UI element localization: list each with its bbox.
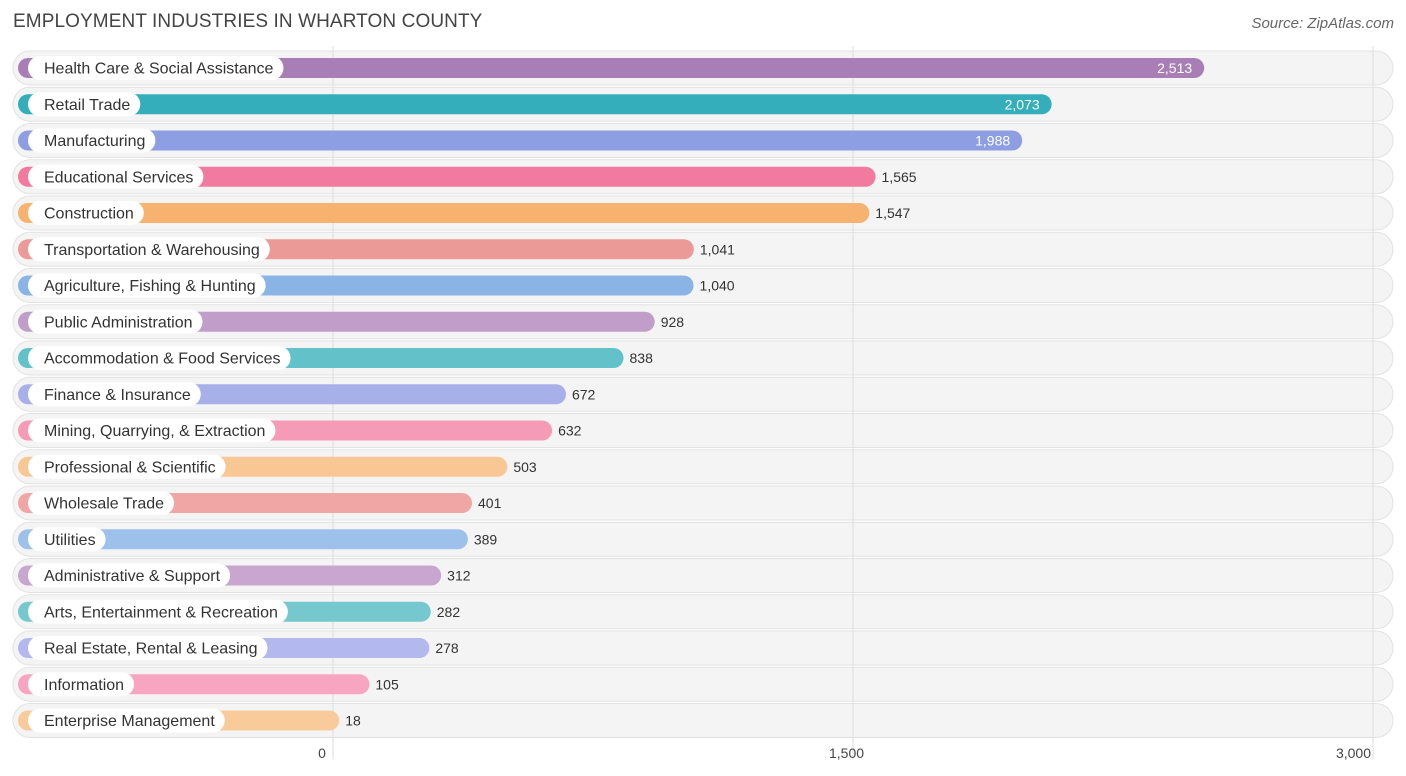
bar-label: Enterprise Management (44, 713, 215, 730)
bar-label-pill (28, 56, 284, 80)
bar-label: Health Care & Social Assistance (44, 61, 274, 78)
bar-value-label: 18 (345, 713, 361, 729)
bar-label: Transportation & Warehousing (44, 242, 260, 259)
bar-label-pill (28, 454, 226, 479)
bar-row: Information 105 (18, 672, 399, 697)
bar-row: Mining, Quarrying, & Extraction 632 (18, 418, 582, 443)
bar (18, 58, 1205, 78)
bar-label: Educational Services (44, 169, 193, 186)
bar-row: Wholesale Trade 401 (18, 491, 502, 515)
bar-label: Professional & Scientific (44, 459, 216, 476)
bar-value-label: 278 (435, 640, 459, 656)
x-axis: 0 1,500 3,000 (318, 745, 1371, 761)
bar-label: Retail Trade (44, 97, 130, 114)
bar-row: Agriculture, Fishing & Hunting 1,040 (18, 273, 735, 298)
bar-label: Finance & Insurance (44, 387, 191, 404)
bar-value-label: 1,565 (882, 169, 917, 185)
bar-label-pill (28, 201, 144, 225)
bar-value-label: 282 (437, 604, 461, 620)
bar-row: Retail Trade 2,073 (18, 92, 1052, 117)
bar-row: Enterprise Management 18 (18, 708, 361, 733)
bar (18, 203, 870, 223)
bar (18, 94, 1052, 115)
source-label: Source: ZipAtlas.com (1251, 15, 1394, 32)
bar-value-label: 312 (447, 568, 471, 584)
bar-label: Accommodation & Food Services (44, 351, 281, 368)
bar-label-pill (28, 563, 231, 588)
bar-label: Construction (44, 206, 134, 223)
bar-row: Real Estate, Rental & Leasing 278 (18, 636, 459, 660)
bar-value-label: 1,041 (700, 241, 735, 257)
bar-row: Manufacturing 1,988 (18, 128, 1023, 153)
bar-label: Public Administration (44, 314, 193, 331)
bar-label-pill (28, 708, 225, 733)
bar-label: Information (44, 677, 124, 694)
bar-row: Accommodation & Food Services 838 (18, 346, 653, 370)
bar-row: Administrative & Support 312 (18, 563, 471, 588)
bar (18, 529, 468, 550)
bar-value-label: 2,073 (1005, 96, 1040, 112)
bar-label: Mining, Quarrying, & Extraction (44, 423, 265, 440)
bar-label-pill (28, 491, 175, 515)
bar-label: Real Estate, Rental & Leasing (44, 641, 257, 658)
bar-value-label: 503 (513, 459, 537, 475)
bar (18, 166, 876, 187)
bar-label-pill (28, 128, 156, 153)
bar-value-label: 389 (474, 531, 498, 547)
bar-label: Utilities (44, 532, 96, 549)
bar-value-label: 2,513 (1157, 60, 1192, 76)
bar-label-pill (28, 309, 203, 334)
bar-row: Finance & Insurance 672 (18, 382, 596, 407)
bar-row: Educational Services 1,565 (18, 164, 917, 189)
bar (18, 130, 1023, 151)
bar-label-pill (28, 346, 291, 370)
chart-title: EMPLOYMENT INDUSTRIES IN WHARTON COUNTY (13, 11, 483, 32)
bar-label-pill (28, 599, 288, 624)
bar-value-label: 838 (630, 350, 654, 366)
bar-row: Arts, Entertainment & Recreation 282 (18, 599, 461, 624)
bar-label: Manufacturing (44, 133, 145, 150)
bar-row: Health Care & Social Assistance 2,513 (18, 56, 1205, 80)
bar-row: Professional & Scientific 503 (18, 454, 537, 479)
bar-label-pill (28, 527, 106, 552)
bar-row: Transportation & Warehousing 1,041 (18, 237, 735, 262)
bar-label-pill (28, 164, 204, 189)
x-tick-label: 3,000 (1336, 745, 1371, 761)
bar-row: Utilities 389 (18, 527, 498, 552)
bar-value-label: 1,040 (700, 278, 735, 294)
bar-label: Agriculture, Fishing & Hunting (44, 278, 256, 295)
bar-label: Wholesale Trade (44, 496, 164, 513)
bar-label: Administrative & Support (44, 568, 221, 585)
bar-row: Public Administration 928 (18, 309, 685, 334)
bar-label-pill (28, 273, 266, 298)
bar-label-pill (28, 92, 141, 117)
x-tick-label: 0 (318, 745, 326, 761)
bar-value-label: 1,547 (875, 205, 910, 221)
bar-value-label: 1,988 (975, 133, 1010, 149)
bar-row: Construction 1,547 (18, 201, 911, 225)
bar-label-pill (28, 636, 268, 660)
bar-label-pill (28, 382, 201, 407)
bar-label: Arts, Entertainment & Recreation (44, 604, 278, 621)
bar-label-pill (28, 418, 276, 443)
row-background (12, 703, 1394, 738)
bar-label-pill (28, 672, 135, 697)
bar-value-label: 401 (478, 495, 502, 511)
bar-value-label: 672 (572, 386, 596, 402)
x-tick-label: 1,500 (829, 745, 864, 761)
bar-value-label: 632 (558, 423, 582, 439)
bar-label-pill (28, 237, 270, 262)
bars: Health Care & Social Assistance 2,513 Reta… (18, 56, 1205, 733)
bar-value-label: 105 (375, 676, 399, 692)
bar-value-label: 928 (661, 314, 685, 330)
